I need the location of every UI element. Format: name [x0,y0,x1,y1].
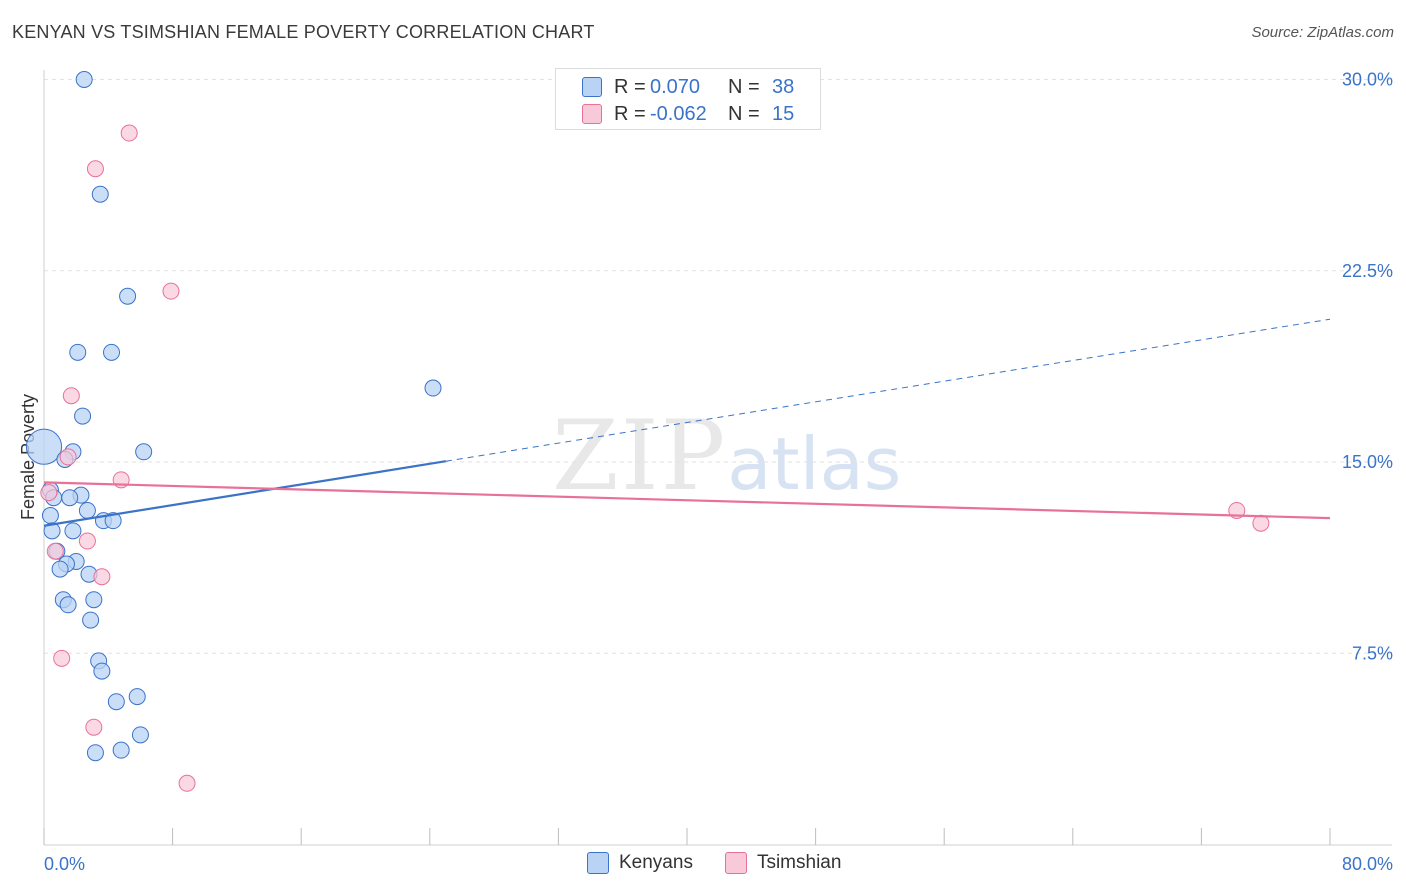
kenyans-point [41,507,59,525]
tsimshian-legend-swatch [724,852,747,874]
tsimshian-point [120,124,138,142]
tsimshian-point [40,484,58,502]
x-tick-label-min: 0.0% [44,854,85,874]
legend-item-tsimshian[interactable]: Tsimshian [724,852,842,874]
kenyans-swatch [582,77,602,97]
kenyans-point [74,407,92,425]
y-tick-label: 15.0% [1342,452,1393,472]
kenyans-point [128,688,146,706]
kenyans-point [25,428,63,465]
kenyans-point [93,662,111,680]
kenyans-legend-label: Kenyans [619,852,693,873]
kenyans-point [59,596,77,614]
tsimshian-point [162,282,180,300]
kenyans-trend-extension [445,318,1331,462]
kenyans-r-value: 0.070 [650,75,701,98]
kenyans-point [103,343,121,361]
legend-item-kenyans[interactable]: Kenyans [587,852,693,874]
legend-row-tsimshian: R = -0.062 N = 15 [582,101,794,127]
kenyans-point [86,744,104,762]
kenyans-legend-swatch [587,852,609,874]
series-legend: Kenyans Tsimshian [587,852,873,874]
r-label: R = [614,102,646,125]
kenyans-point [82,611,100,629]
kenyans-point [424,379,442,397]
kenyans-point [104,512,122,530]
watermark: ZIPatlas [552,400,901,512]
kenyans-point [119,287,137,305]
tsimshian-point [78,532,96,550]
kenyans-trend-line [43,460,447,527]
y-tick-label: 7.5% [1352,643,1393,663]
n-label: N = [728,75,760,98]
kenyans-point [135,443,153,461]
kenyans-point [75,71,93,88]
legend-row-kenyans: R = 0.070 N = 38 [582,74,794,100]
tsimshian-point [62,387,80,405]
chart-title: KENYAN VS TSIMSHIAN FEMALE POVERTY CORRE… [12,22,595,42]
tsimshian-point [93,568,111,586]
kenyans-point [64,522,82,540]
y-tick-label: 22.5% [1342,261,1393,281]
tsimshian-legend-label: Tsimshian [756,852,842,873]
tsimshian-point [85,718,103,736]
watermark-zip: ZIP [552,400,728,512]
kenyans-n-value: 38 [772,75,795,98]
r-label: R = [614,75,646,98]
kenyans-point [43,522,61,540]
correlation-legend: R = 0.070 N = 38 R = -0.062 N = 15 [555,68,821,130]
tsimshian-trend-line [43,481,1331,520]
tsimshian-r-value: -0.062 [650,102,707,125]
kenyans-point [51,560,69,578]
kenyans-point [131,726,149,744]
tsimshian-point [178,774,196,792]
x-tick-label-max: 80.0% [1342,854,1393,874]
tsimshian-point [59,448,77,466]
kenyans-point [61,489,79,507]
n-label: N = [728,102,760,125]
kenyans-point [107,693,125,711]
tsimshian-point [86,160,104,178]
kenyans-point [69,343,87,361]
y-tick-label: 30.0% [1342,70,1393,90]
source-label: Source: ZipAtlas.com [1251,24,1394,41]
tsimshian-swatch [582,104,602,124]
tsimshian-point [1252,514,1270,532]
watermark-atlas: atlas [727,422,902,506]
tsimshian-n-value: 15 [772,102,795,125]
y-axis-label: Female Poverty [18,394,38,520]
kenyans-point [91,185,109,203]
kenyans-point [78,501,96,519]
kenyans-point [85,591,103,609]
tsimshian-point [53,649,71,667]
kenyans-point [112,741,130,759]
tsimshian-point [46,542,64,560]
